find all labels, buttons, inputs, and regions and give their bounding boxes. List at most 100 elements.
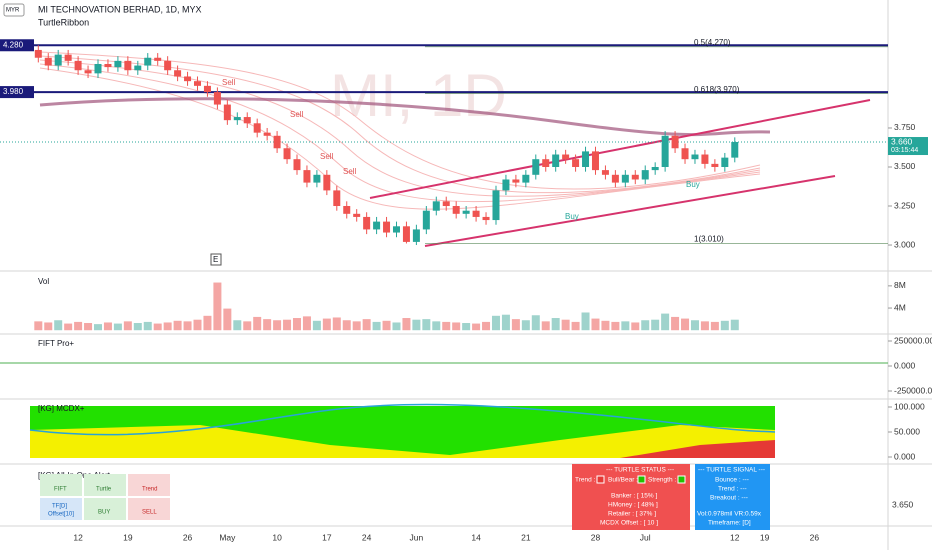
candle-body <box>392 226 400 233</box>
candle-body <box>661 135 669 167</box>
currency: MYR <box>6 8 20 14</box>
x-tick-label: Jun <box>410 532 424 542</box>
buy-label: Buy <box>686 180 700 189</box>
candle-body <box>701 154 709 164</box>
turtle-signal <box>695 464 770 530</box>
volume-bar <box>332 317 341 331</box>
candle-body <box>383 221 391 233</box>
volume-bar <box>730 319 739 331</box>
level-label: 3.980 <box>3 87 24 96</box>
earnings-label: E <box>213 255 218 264</box>
candle-body <box>621 174 629 183</box>
volume-bar <box>581 312 590 331</box>
volume-bar <box>710 321 719 331</box>
candle-body <box>582 151 590 167</box>
volume-bar <box>123 321 132 331</box>
candle-body <box>402 226 410 242</box>
volume-bar <box>700 321 709 331</box>
btn-bg <box>40 474 82 496</box>
watermark: MI, 1D <box>330 62 507 129</box>
y-tick-label: 50.000 <box>894 426 920 436</box>
candle-body <box>472 210 480 217</box>
volume-bar <box>681 318 690 331</box>
candle-body <box>552 154 560 167</box>
volume-bar <box>292 318 301 331</box>
volume-bar <box>84 323 93 331</box>
candle-body <box>522 174 530 183</box>
candle-body <box>44 57 52 66</box>
y-tick-label: 3.250 <box>894 200 916 210</box>
candle-body <box>64 54 72 61</box>
volume-bar <box>720 320 729 331</box>
mcdx-line <box>29 403 776 436</box>
candle-body <box>223 104 231 121</box>
btn-bg <box>128 474 170 496</box>
mcdx-hmoney <box>30 425 775 458</box>
volume-bar <box>641 320 650 331</box>
candle-body <box>363 216 371 230</box>
candle-body <box>631 174 639 180</box>
fib-label: 0.5(4.270) <box>694 38 731 47</box>
volume-bar <box>621 321 630 331</box>
btn-text: Turtle <box>96 487 112 493</box>
signal-vol: Vol:0.978mil VR:0.59x <box>697 511 762 518</box>
volume-bar <box>352 321 361 331</box>
y-tick-label: 0.000 <box>894 451 916 461</box>
volume-bar <box>253 316 262 331</box>
status-bullbear: Bull/Bear : <box>608 477 638 484</box>
volume-bar <box>103 322 112 331</box>
candle-body <box>134 65 142 71</box>
ma-line <box>39 97 771 137</box>
candle-body <box>343 206 351 214</box>
volume-bar <box>74 321 83 331</box>
candle-body <box>601 170 609 175</box>
candle-body <box>333 190 341 207</box>
candle-body <box>432 201 440 211</box>
fib-label: 1(3.010) <box>694 235 724 244</box>
volume-bar <box>213 282 222 331</box>
candle-body <box>124 60 132 71</box>
signal-breakout: Breakout : --- <box>710 495 748 502</box>
y-tick-label: 3.000 <box>894 239 916 249</box>
level-label: 4.280 <box>3 40 24 49</box>
volume-bar <box>322 318 331 331</box>
volume-bar <box>302 316 311 331</box>
volume-bar <box>283 319 292 331</box>
volume-bar <box>491 315 500 331</box>
candle-body <box>84 70 92 74</box>
candle-body <box>373 221 381 230</box>
volume-bar <box>263 319 272 331</box>
panel-title: Vol <box>38 277 49 286</box>
sell-label: Sell <box>290 110 304 119</box>
candle-body <box>94 63 102 74</box>
sell-label: Sell <box>343 167 357 176</box>
volume-bar <box>372 321 381 331</box>
channel <box>369 99 871 247</box>
candle-body <box>293 159 301 171</box>
y-tick-label: 8M <box>894 280 906 290</box>
candle-body <box>512 179 520 183</box>
candle-body <box>273 135 281 149</box>
volume-bar <box>611 321 620 331</box>
volume-bar <box>541 321 550 331</box>
volume-bar <box>203 315 212 331</box>
candle-body <box>303 170 311 183</box>
candle-body <box>74 60 82 71</box>
candle-body <box>164 60 172 71</box>
candle-body <box>213 92 221 105</box>
candle-body <box>492 190 500 221</box>
side-label: 3.650 <box>892 499 914 509</box>
candle-body <box>482 216 490 221</box>
volume-bar <box>44 322 53 331</box>
volume-bar <box>591 318 600 331</box>
volume-bar <box>223 308 232 331</box>
candle-body <box>422 210 430 230</box>
candle-body <box>572 159 580 167</box>
candle-body <box>313 174 321 183</box>
panel-title: FIFT Pro+ <box>38 339 74 348</box>
indicator-name: TurtleRibbon <box>38 17 89 27</box>
candle-body <box>243 117 251 124</box>
x-tick-label: May <box>219 532 236 542</box>
